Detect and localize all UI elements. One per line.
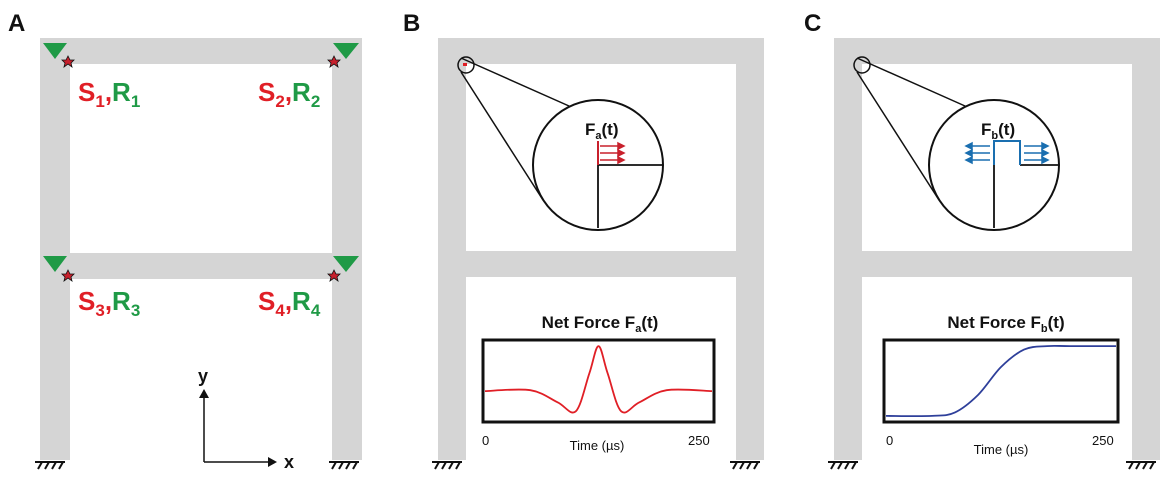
force-label-b: Fb(t) <box>981 120 1015 142</box>
plot-a-xmin-label: 0 <box>482 433 489 448</box>
panel-letter-c: C <box>804 10 821 37</box>
star-icon <box>327 269 341 282</box>
frame-b-left-column <box>438 38 466 460</box>
panel-letter-b: B <box>403 10 420 37</box>
star-icon <box>327 55 341 68</box>
frame-b <box>438 38 764 460</box>
plot-a-title: Net Force Fa(t) <box>542 313 659 335</box>
plot-a-xmax-label: 250 <box>688 433 710 448</box>
frame-c <box>834 38 1160 460</box>
frame-b-top-beam <box>438 38 764 64</box>
plot-a-frame <box>481 338 716 424</box>
force-label-a: Fa(t) <box>585 120 619 142</box>
ground-support-icon <box>828 461 858 470</box>
sensor-markers <box>43 43 359 282</box>
force-arrows-b <box>964 141 1050 165</box>
star-icon <box>61 55 75 68</box>
plot-a-xlabel: Time (µs) <box>570 438 625 453</box>
plot-b-frame <box>882 338 1120 424</box>
sensor-label-1: S1,R1 <box>78 77 140 111</box>
y-axis-label: y <box>198 366 208 386</box>
frame-a-left-column <box>40 38 70 460</box>
sensor-label-2: S2,R2 <box>258 77 320 111</box>
sensor-label-3: S3,R3 <box>78 286 140 320</box>
plot-b-marks <box>885 344 1116 418</box>
plot-b-xmax-label: 250 <box>1092 433 1114 448</box>
frame-c-left-column <box>834 38 862 460</box>
frame-a <box>40 38 362 460</box>
plot-b-xmin-label: 0 <box>886 433 893 448</box>
frame-c-right-column <box>1132 38 1160 460</box>
zoom-callout-c: Fb(t) <box>853 56 1060 231</box>
panel-letter-a: A <box>8 10 25 37</box>
frame-b-right-column <box>736 38 764 460</box>
sensor-label-4: S4,R4 <box>258 286 321 320</box>
plot-b-xlabel: Time (µs) <box>974 442 1029 457</box>
ground-support-icon <box>329 461 359 470</box>
ground-support-icon <box>35 461 65 470</box>
x-axis-label: x <box>284 452 294 472</box>
sensor-triangle-3 <box>43 256 67 272</box>
frame-c-top-beam <box>834 38 1160 64</box>
plot-b-series-line <box>885 344 1116 418</box>
sensor-triangle-1 <box>43 43 67 59</box>
frame-c-middle-beam <box>834 251 1160 277</box>
ground-support-icon <box>730 461 760 470</box>
sensor-triangle-2 <box>333 43 359 59</box>
frame-a-right-column <box>332 38 362 460</box>
coordinate-axes: y x <box>198 366 294 472</box>
plot-a-marks <box>484 345 713 414</box>
ground-support-icon <box>1126 461 1156 470</box>
plot-a-series-line <box>484 345 713 414</box>
zoom-callout-b: Fa(t) <box>457 56 664 231</box>
force-arrows-a <box>600 141 626 165</box>
frame-a-middle-beam <box>40 253 362 279</box>
sensor-triangle-4 <box>333 256 359 272</box>
ground-support-icon <box>432 461 462 470</box>
plot-b-title: Net Force Fb(t) <box>947 313 1064 335</box>
frame-a-top-beam <box>40 38 362 64</box>
frame-b-middle-beam <box>438 251 764 277</box>
star-icon <box>61 269 75 282</box>
